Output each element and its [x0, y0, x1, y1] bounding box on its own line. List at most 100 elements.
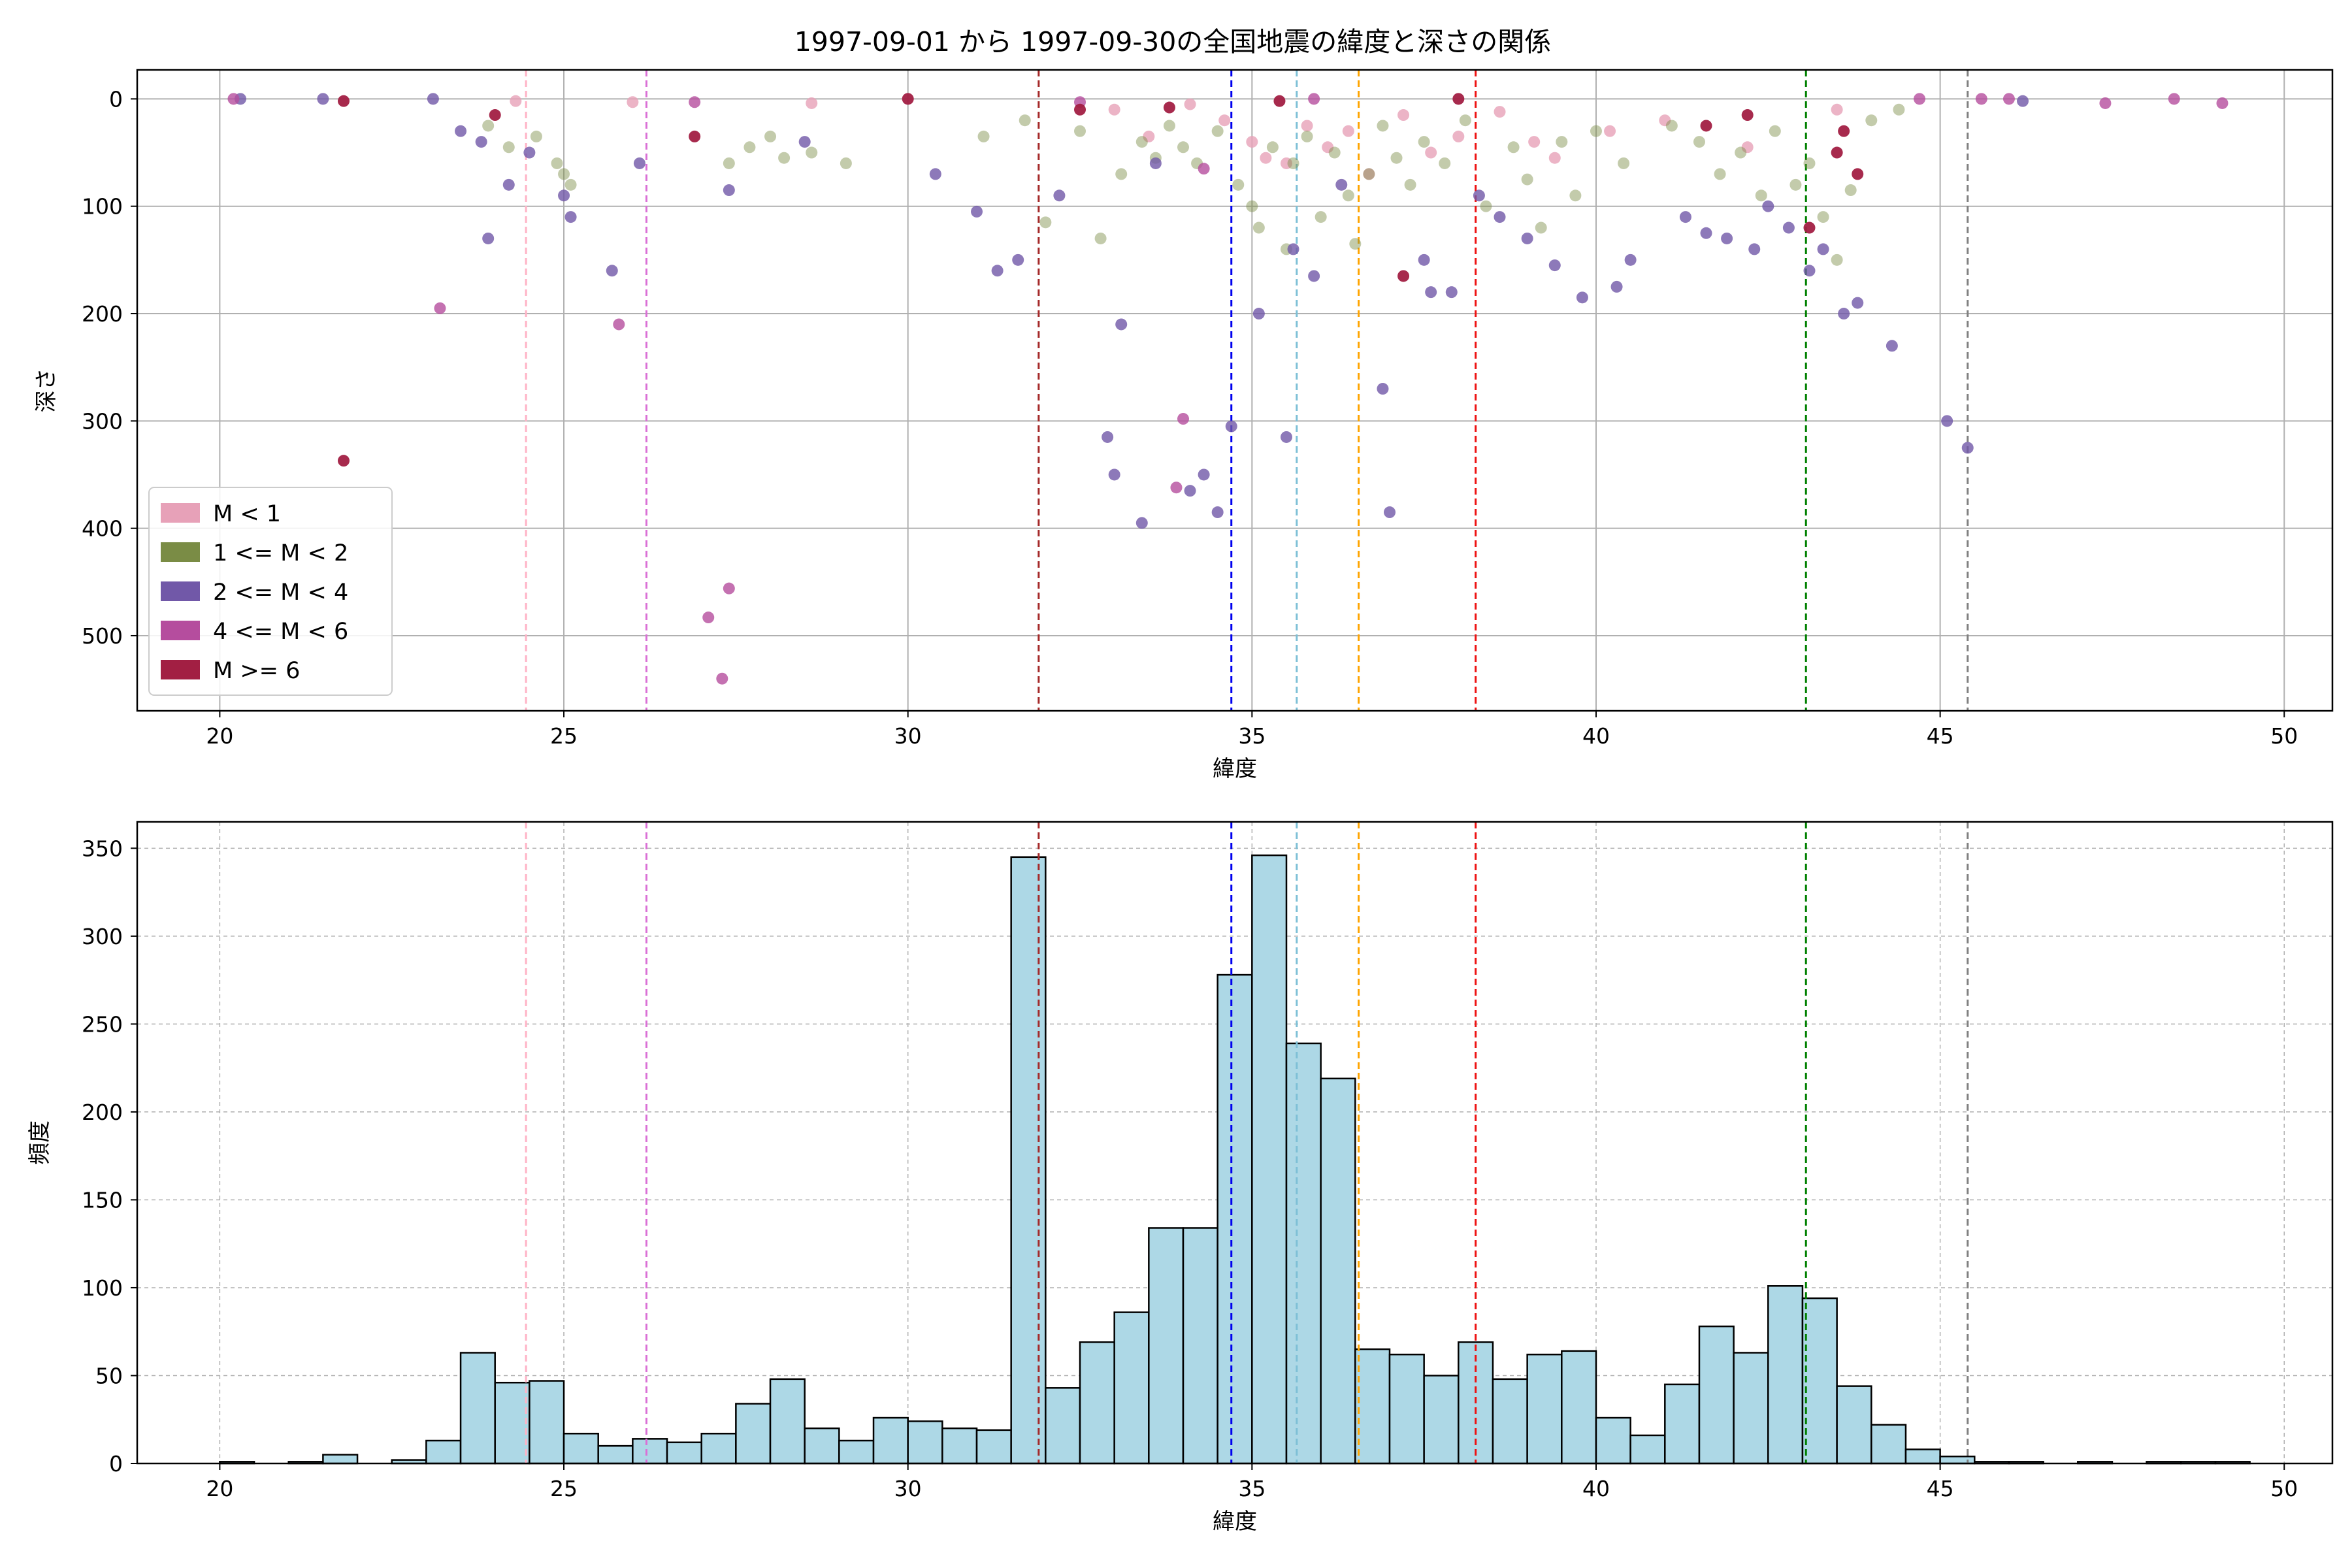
scatter-point [2017, 95, 2029, 107]
scatter-point [1452, 130, 1465, 142]
scatter-point [1480, 200, 1492, 212]
histogram-x-tick-label: 30 [894, 1476, 922, 1501]
scatter-point [1789, 178, 1802, 191]
scatter-point [1748, 243, 1761, 255]
scatter-point [475, 136, 487, 148]
scatter-point [1225, 420, 1237, 433]
scatter-point [427, 93, 439, 105]
scatter-point [1397, 109, 1410, 122]
scatter-y-tick-label: 0 [109, 86, 123, 112]
legend-box [148, 487, 393, 696]
scatter-point [502, 178, 515, 191]
histogram-bar [941, 1427, 978, 1465]
scatter-point [1053, 189, 1066, 202]
scatter-point [1260, 152, 1272, 164]
scatter-point [1301, 120, 1313, 132]
scatter-point [1459, 114, 1471, 127]
scatter-point [1803, 221, 1816, 234]
scatter-point [558, 168, 570, 180]
histogram-bar [666, 1441, 702, 1465]
histogram-bar [1182, 1227, 1218, 1465]
scatter-point [1700, 227, 1712, 239]
histogram-x-tick-label: 20 [206, 1476, 233, 1501]
scatter-point [743, 141, 756, 154]
histogram-bar [1698, 1325, 1735, 1465]
scatter-point [1287, 243, 1299, 255]
scatter-point [1741, 141, 1754, 154]
scatter-point [1521, 173, 1533, 186]
scatter-point [1445, 286, 1458, 299]
scatter-x-tick-label: 20 [206, 723, 233, 749]
scatter-point [1610, 280, 1623, 293]
scatter-y-tick-label: 100 [82, 194, 123, 220]
scatter-point [723, 184, 735, 197]
scatter-points [227, 93, 2229, 685]
scatter-point [1473, 189, 1485, 202]
scatter-x-tick-label: 25 [550, 723, 578, 749]
histogram-bar [563, 1433, 599, 1465]
scatter-point [1211, 506, 1224, 519]
scatter-point [1342, 189, 1354, 202]
scatter-point [840, 157, 852, 169]
legend-swatch [161, 660, 200, 679]
histogram-x-tick-label: 45 [1927, 1476, 1954, 1501]
scatter-point [489, 109, 501, 122]
scatter-point [1115, 318, 1128, 331]
scatter-point [798, 136, 811, 148]
scatter-point [1094, 232, 1107, 244]
scatter-point [1301, 130, 1313, 142]
scatter-point [723, 157, 735, 169]
scatter-x-tick-label: 45 [1927, 723, 1954, 749]
scatter-point [991, 265, 1004, 277]
scatter-point [1914, 93, 1926, 105]
histogram-reference-lines [525, 822, 1969, 1463]
scatter-point [1528, 136, 1541, 148]
scatter-point [558, 189, 570, 202]
scatter-point [1714, 168, 1726, 180]
scatter-point [1548, 259, 1561, 272]
scatter-point [1074, 103, 1086, 116]
histogram-bar [459, 1352, 496, 1465]
scatter-point [1383, 506, 1396, 519]
scatter-point [806, 146, 818, 159]
scatter-point [723, 582, 735, 595]
scatter-point [1735, 146, 1747, 159]
histogram-bar [1010, 856, 1047, 1465]
scatter-point [1831, 253, 1843, 266]
histogram-bar [1217, 973, 1253, 1465]
scatter-point [1349, 238, 1362, 250]
scatter-point [613, 318, 625, 331]
scatter-point [689, 130, 701, 142]
scatter-point [1803, 265, 1816, 277]
histogram-bar [322, 1454, 359, 1465]
scatter-point [1576, 291, 1588, 304]
scatter-point [1342, 125, 1354, 137]
scatter-point [1273, 95, 1286, 107]
histogram-bar [632, 1438, 668, 1465]
scatter-point [1163, 120, 1175, 132]
histogram-bar [425, 1439, 462, 1465]
scatter-point [1170, 482, 1183, 494]
scatter-point [1886, 340, 1898, 352]
scatter-point [564, 178, 577, 191]
scatter-point [716, 672, 728, 685]
scatter-point [1852, 168, 1864, 180]
histogram-bars [219, 854, 2251, 1465]
scatter-point [1177, 413, 1190, 425]
histogram-ticks: 20 25 30 35 40 45 50 0 50 100 150 200 250 300 350 [82, 836, 2298, 1501]
scatter-point [1590, 125, 1602, 137]
scatter-point [1838, 125, 1850, 137]
histogram-bar [838, 1439, 875, 1465]
scatter-point [502, 141, 515, 154]
scatter-point [1693, 136, 1705, 148]
scatter-point [1618, 157, 1630, 169]
histogram-bar [1801, 1297, 1838, 1465]
scatter-point [1315, 211, 1327, 223]
scatter-point [1852, 297, 1864, 309]
scatter-point [1012, 253, 1024, 266]
histogram-y-tick-label: 300 [82, 924, 123, 949]
scatter-point [455, 125, 467, 137]
scatter-point [606, 265, 618, 277]
scatter-point [1390, 152, 1403, 164]
histogram-bar [1388, 1353, 1425, 1465]
